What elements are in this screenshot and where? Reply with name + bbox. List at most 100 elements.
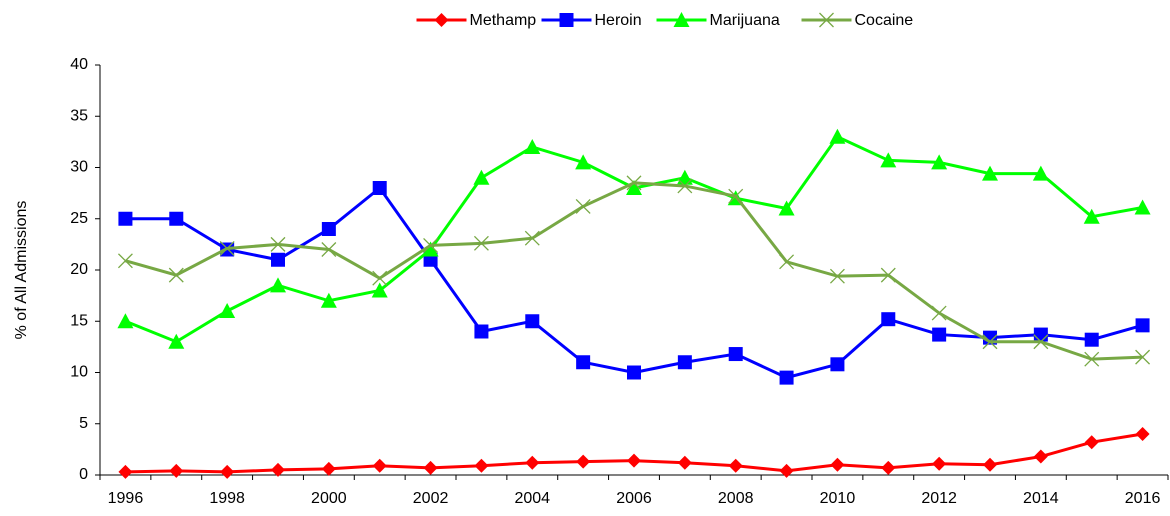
- marker: [423, 460, 438, 475]
- legend-label: Heroin: [595, 12, 642, 29]
- y-tick-label: 10: [70, 364, 88, 381]
- marker: [931, 154, 948, 170]
- marker: [677, 178, 693, 194]
- marker: [627, 453, 641, 468]
- marker: [982, 165, 998, 181]
- marker: [932, 456, 947, 471]
- x-tick-label: 2010: [820, 490, 856, 507]
- marker: [829, 268, 845, 284]
- y-tick-label: 0: [79, 466, 88, 483]
- marker: [372, 458, 387, 473]
- y-tick-label: 5: [79, 415, 88, 432]
- marker: [626, 175, 642, 191]
- marker: [1084, 351, 1100, 367]
- marker: [434, 13, 449, 27]
- marker: [320, 292, 337, 308]
- marker: [1084, 435, 1099, 450]
- marker: [932, 327, 947, 342]
- y-tick-label: 15: [70, 312, 88, 329]
- legend-item: Methamp: [416, 12, 537, 29]
- marker: [576, 355, 591, 370]
- marker: [219, 303, 236, 318]
- marker: [1135, 349, 1151, 365]
- marker: [677, 355, 692, 370]
- marker: [676, 169, 693, 185]
- legend-item: Cocaine: [801, 12, 914, 29]
- marker: [321, 222, 336, 236]
- marker: [270, 277, 286, 293]
- marker: [219, 241, 235, 256]
- marker: [270, 236, 286, 252]
- marker: [524, 230, 540, 246]
- marker: [728, 188, 744, 204]
- legend-item: Marijuana: [656, 12, 780, 29]
- marker: [982, 334, 998, 350]
- marker: [819, 12, 834, 28]
- marker: [474, 458, 489, 473]
- marker: [576, 454, 591, 469]
- marker: [1033, 334, 1049, 350]
- marker: [881, 460, 896, 475]
- x-tick-label: 2012: [921, 490, 957, 507]
- marker: [473, 169, 490, 185]
- marker: [829, 128, 846, 144]
- x-tick-label: 2008: [718, 490, 754, 507]
- x-tick-label: 2014: [1023, 490, 1059, 507]
- marker: [983, 457, 997, 472]
- marker: [881, 312, 896, 327]
- marker: [728, 458, 743, 473]
- marker: [524, 139, 541, 154]
- series: [118, 181, 1150, 385]
- marker: [1135, 318, 1150, 333]
- marker: [778, 200, 795, 216]
- y-tick-label: 35: [70, 107, 88, 124]
- x-tick-label: 2004: [514, 490, 550, 507]
- marker: [779, 254, 795, 270]
- y-tick-label: 25: [70, 210, 88, 227]
- marker: [677, 455, 692, 470]
- series: [118, 427, 1150, 479]
- marker: [1084, 332, 1099, 347]
- marker: [627, 365, 641, 380]
- legend-label: Methamp: [470, 12, 537, 29]
- y-tick-label: 30: [70, 159, 88, 176]
- y-axis-label: % of All Admissions: [13, 201, 30, 340]
- marker: [559, 13, 574, 27]
- marker: [422, 241, 439, 257]
- marker: [1032, 165, 1049, 181]
- marker: [220, 464, 235, 479]
- marker: [931, 305, 947, 321]
- marker: [271, 462, 285, 477]
- marker: [168, 267, 184, 283]
- marker: [474, 324, 489, 339]
- x-tick-label: 2002: [413, 490, 449, 507]
- y-tick-label: 40: [70, 56, 88, 73]
- marker: [169, 463, 184, 478]
- x-tick-label: 2000: [311, 490, 347, 507]
- marker: [1033, 327, 1048, 342]
- marker: [321, 242, 337, 257]
- marker: [118, 211, 133, 226]
- marker: [728, 347, 743, 362]
- marker: [372, 181, 387, 195]
- series: [117, 175, 1151, 367]
- marker: [1135, 427, 1150, 441]
- marker: [880, 152, 897, 168]
- marker: [779, 370, 794, 385]
- marker: [626, 180, 642, 195]
- legend-label: Cocaine: [855, 12, 914, 29]
- marker: [118, 464, 133, 479]
- marker: [169, 211, 184, 226]
- marker: [525, 455, 540, 470]
- marker: [1033, 449, 1048, 464]
- marker: [575, 198, 591, 214]
- marker: [880, 267, 896, 283]
- x-tick-label: 1996: [108, 490, 144, 507]
- y-tick-label: 20: [70, 261, 88, 278]
- series: [117, 128, 1151, 349]
- marker: [271, 252, 285, 267]
- marker: [830, 457, 845, 472]
- marker: [673, 12, 690, 27]
- marker: [575, 154, 592, 170]
